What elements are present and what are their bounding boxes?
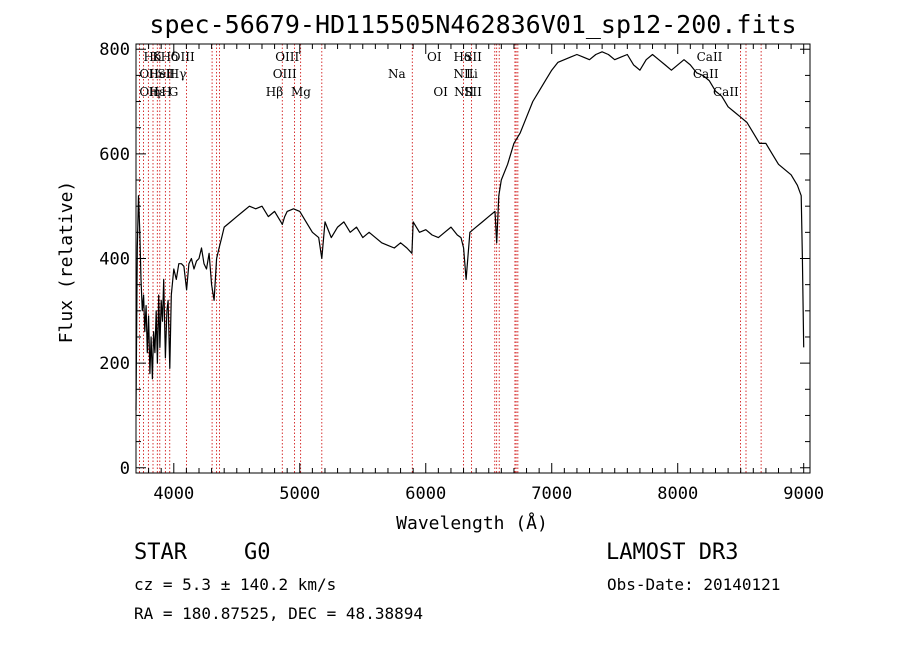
spectral-line-label: Na [388,67,406,81]
x-tick-label: 9000 [783,484,824,504]
survey-name: LAMOST DR3 [606,540,739,565]
spectral-line-label: Hβ [266,85,283,99]
axis-ticks: 4000 5000 6000 7000 8000 9000 0 200 400 600 800 [99,40,824,504]
spectral-line-label: Hγ [169,67,187,81]
x-tick-label: 5000 [279,484,320,504]
y-axis-title: Flux (relative) [56,181,77,344]
y-tick-label: 0 [120,459,130,479]
spectral-line-label: OI [433,85,448,99]
y-tick-label: 600 [99,145,130,165]
spectral-subclass: G0 [244,540,271,565]
spectral-line-label: OIII [171,50,195,64]
x-tick-label: 7000 [531,484,572,504]
spectrum-series-line [135,51,805,411]
spectral-line-label: Hε [149,85,166,99]
spectral-line-label: NII [453,67,473,81]
spectral-line-label: K [152,50,162,64]
spectral-line-label: CaII [713,85,739,99]
chart-title: spec-56679-HD115505N462836V01_sp12-200.f… [149,10,796,39]
y-tick-label: 400 [99,250,130,270]
object-class: STAR [134,540,187,565]
spectral-line-label: OIII [275,50,299,64]
observation-date: Obs-Date: 20140121 [607,575,781,594]
coordinates: RA = 180.87525, DEC = 48.38894 [134,604,423,623]
spectral-line-label: H [161,85,171,99]
x-axis-title: Wavelength (Å) [396,512,548,534]
spectral-line-label: SII [157,67,175,81]
plot-frame [135,43,811,474]
spectral-line-markers [139,44,762,473]
spectral-line-label: HeI [149,67,172,81]
spectral-line-label: Mg [291,85,311,99]
spectral-line-label: CaII [693,67,719,81]
spectral-line-label: OII [139,67,159,81]
spectral-line-label: SII [464,50,482,64]
x-tick-label: 4000 [153,484,194,504]
spectral-line-label: OI [427,50,442,64]
redshift-velocity: cz = 5.3 ± 140.2 km/s [134,575,337,594]
spectral-line-label: Hα [453,50,472,64]
spectral-line-label: SII [464,85,482,99]
spectral-line-label: OIII [273,67,297,81]
y-tick-label: 200 [99,354,130,374]
spectral-line-label: CaII [697,50,723,64]
spectral-line-label: η [153,85,160,99]
spectral-line-label: Hδ [161,50,179,64]
spectral-line-label: NII [454,85,474,99]
x-tick-label: 8000 [657,484,698,504]
x-tick-label: 6000 [405,484,446,504]
y-tick-label: 800 [99,40,130,60]
spectral-line-label: Hδ [144,50,162,64]
spectral-line-label: G [169,85,179,99]
spectral-line-label: Li [466,67,478,81]
spectral-line-label: OII [139,85,159,99]
